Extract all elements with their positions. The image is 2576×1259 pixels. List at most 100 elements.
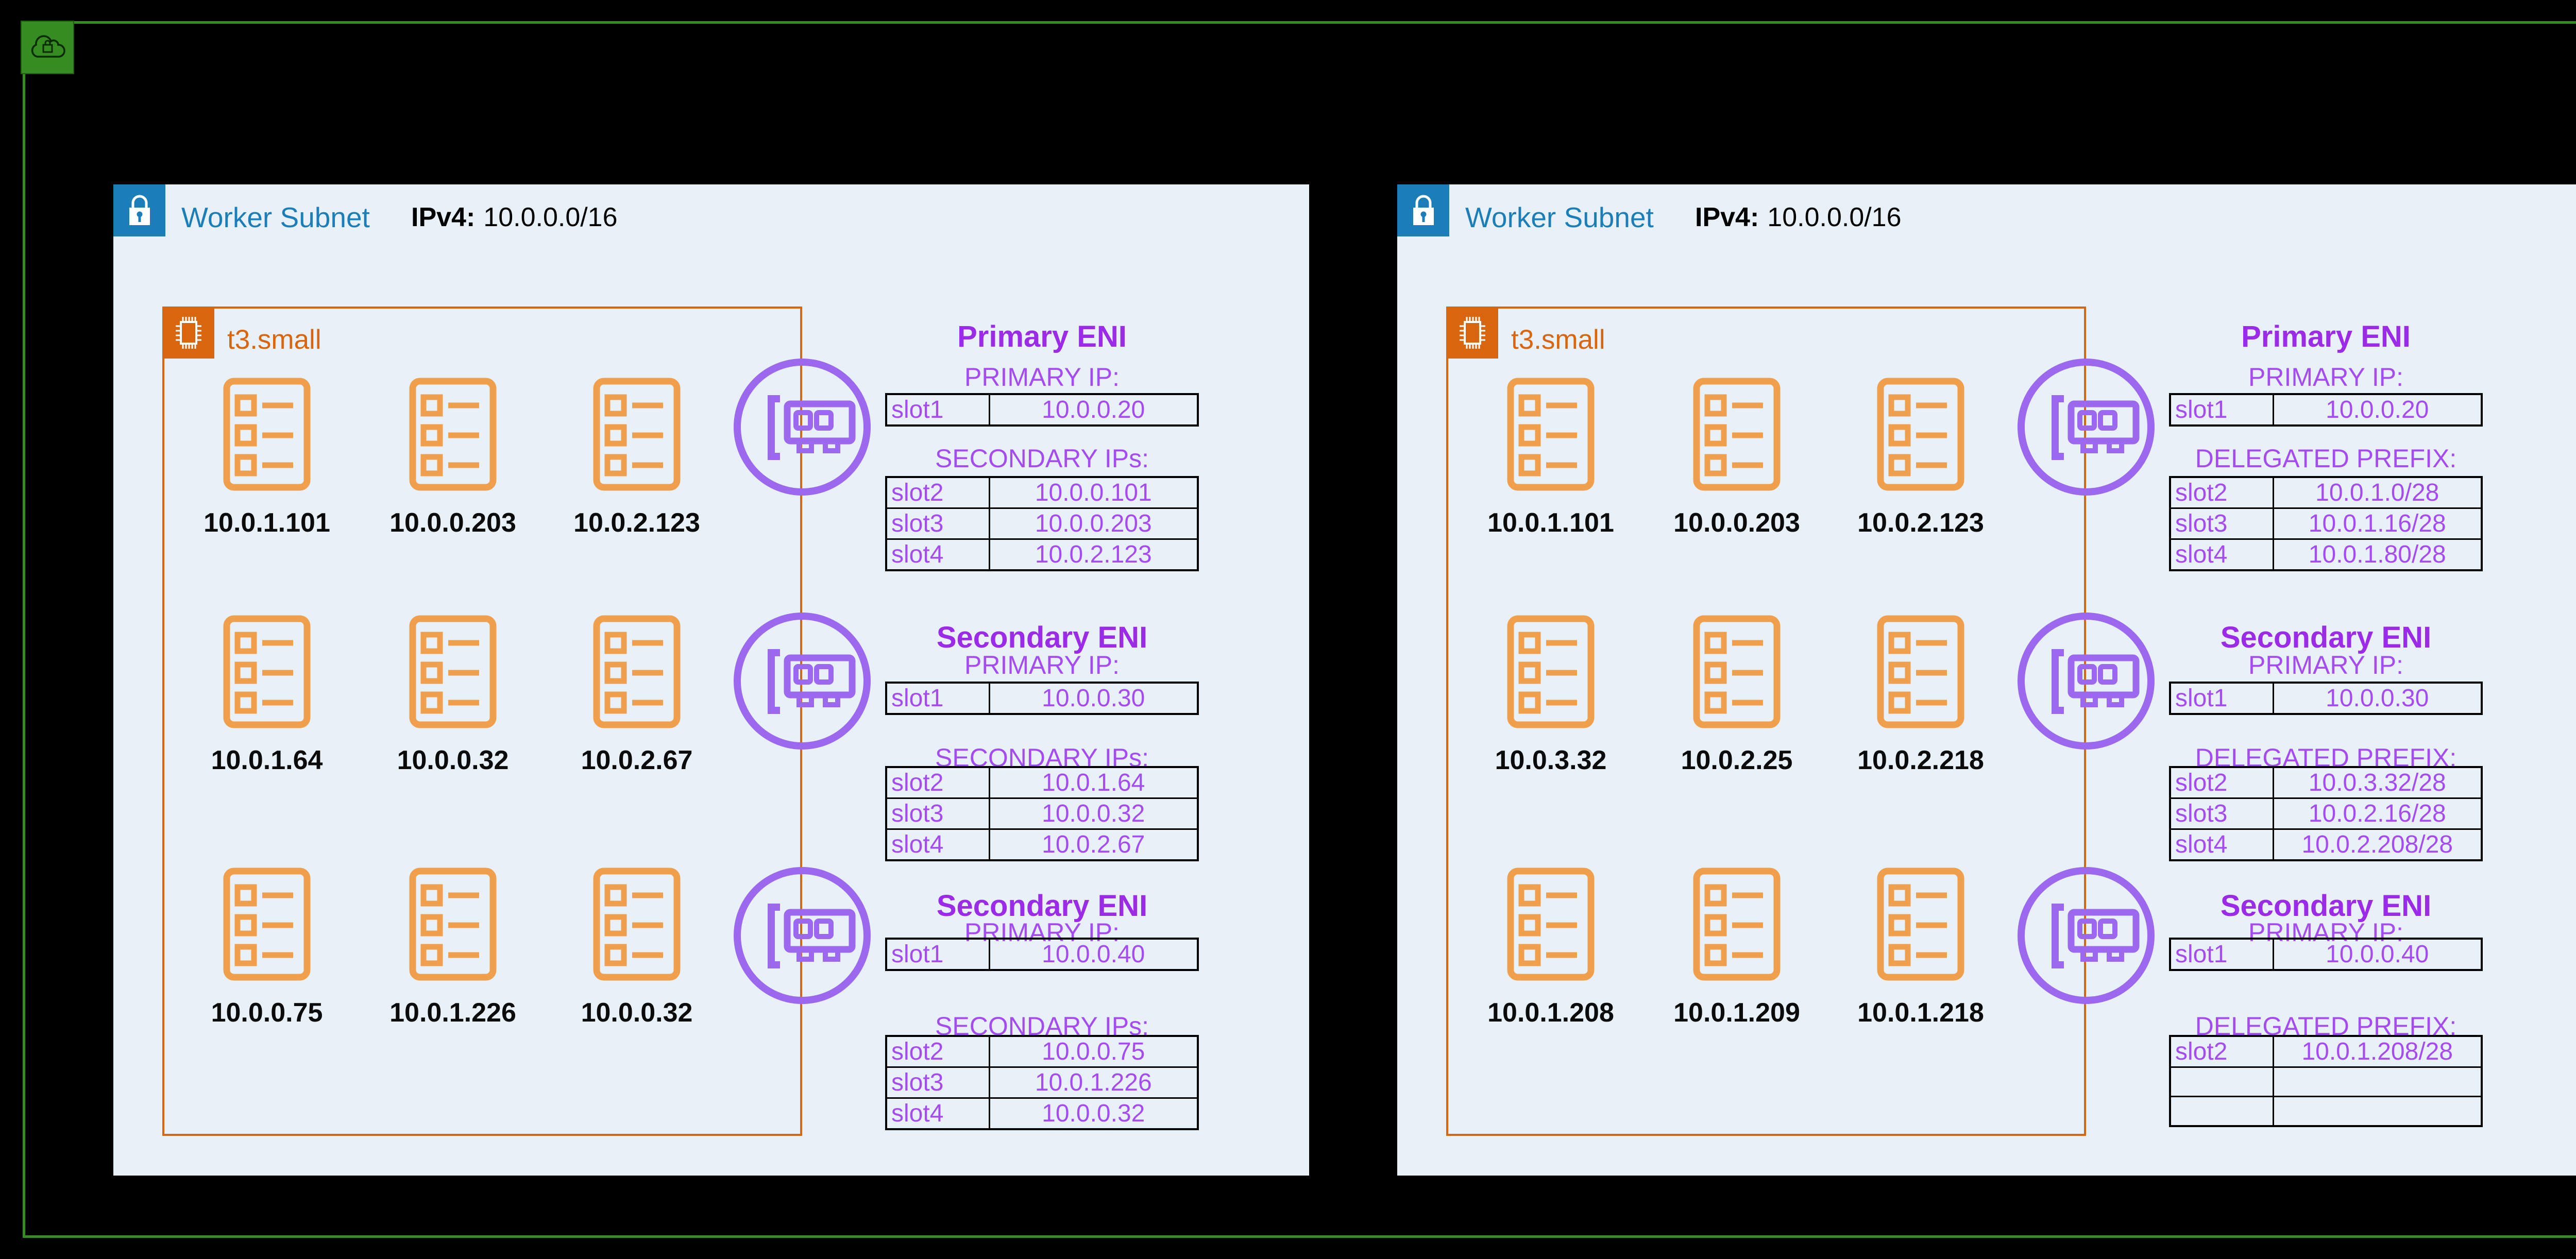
slot-cell: slot1 [885, 682, 990, 715]
pod-icon [409, 378, 497, 491]
eni-primary-ip-label: PRIMARY IP: [2248, 651, 2404, 679]
pod: 10.0.1.209 [1673, 867, 1800, 1028]
ec2-instance-icon [162, 307, 214, 359]
instance-box: t3.small 10.0.1.101 10.0.0.203 [162, 307, 802, 1136]
primary-ip-table: slot1 10.0.0.30 [885, 682, 1199, 715]
eni-title: Secondary ENI [936, 621, 1148, 654]
pod-ip-label: 10.0.2.123 [573, 508, 700, 538]
slot-cell: slot3 [885, 797, 990, 830]
table-row: slot1 10.0.0.40 [2169, 938, 2483, 971]
slot-cell: slot2 [2169, 766, 2274, 799]
pod-ip-label: 10.0.1.226 [389, 998, 516, 1028]
table-row: slot4 10.0.2.67 [885, 828, 1199, 861]
pod-icon [223, 867, 311, 981]
ip-cell: 10.0.0.30 [988, 682, 1199, 715]
slot-cell: slot4 [885, 1097, 990, 1130]
pod-icon [1877, 867, 1964, 981]
secondary-table: slot2 10.0.3.32/28 slot3 10.0.2.16/28 slot4 1… [2169, 766, 2483, 861]
primary-ip-table: slot1 10.0.0.40 [2169, 938, 2483, 971]
pod: 10.0.1.218 [1857, 867, 1984, 1028]
table-row: slot3 10.0.1.226 [885, 1066, 1199, 1099]
ip-cell: 10.0.0.30 [2272, 682, 2483, 715]
ip-cell: 10.0.2.67 [988, 828, 1199, 861]
table-row: slot4 10.0.2.123 [885, 538, 1199, 571]
eni-title: Primary ENI [2241, 320, 2411, 353]
pod-icon [409, 867, 497, 981]
primary-ip-table: slot1 10.0.0.40 [885, 938, 1199, 971]
network-card-icon [2018, 867, 2155, 1004]
cloud-lock-icon [31, 35, 65, 58]
pod-icon [1877, 378, 1964, 491]
pod-icon [593, 615, 681, 728]
pod-icon [1693, 615, 1781, 728]
pod-ip-label: 10.0.0.32 [581, 998, 693, 1028]
lock-icon [129, 195, 150, 225]
ip-cell: 10.0.0.203 [988, 507, 1199, 540]
pod: 10.0.3.32 [1495, 615, 1606, 775]
pod-ip-label: 10.0.0.203 [1673, 508, 1800, 538]
table-row: slot2 10.0.0.75 [885, 1035, 1199, 1068]
instance-type-label: t3.small [1511, 325, 1605, 355]
chip-icon [175, 316, 201, 349]
pod-ip-label: 10.0.2.67 [581, 745, 693, 775]
cidr-value: 10.0.0.0/16 [1767, 202, 1902, 232]
worker-subnet-panel: Worker Subnet IPv4: 10.0.0.0/16 t3.small [113, 184, 1309, 1176]
table-row: slot2 10.0.1.208/28 [2169, 1035, 2483, 1068]
pod-ip-label: 10.0.1.218 [1857, 998, 1984, 1028]
table-row: slot2 10.0.0.101 [885, 476, 1199, 509]
pod-icon [593, 378, 681, 491]
slot-cell: slot1 [2169, 393, 2274, 427]
slot-cell: slot4 [885, 538, 990, 571]
pod-ip-label: 10.0.1.208 [1487, 998, 1614, 1028]
ip-cell: 10.0.1.0/28 [2272, 476, 2483, 509]
worker-subnet-panel: Worker Subnet IPv4: 10.0.0.0/16 t3.small [1397, 184, 2576, 1176]
subnet-cidr: IPv4: 10.0.0.0/16 [1695, 202, 1902, 233]
instance-box: t3.small 10.0.1.101 10.0.0.203 [1446, 307, 2086, 1136]
ip-cell: 10.0.0.101 [988, 476, 1199, 509]
table-row: slot1 10.0.0.20 [2169, 393, 2483, 427]
table-row: slot4 10.0.1.80/28 [2169, 538, 2483, 571]
pod: 10.0.0.203 [1673, 378, 1800, 538]
ip-cell: 10.0.0.20 [2272, 393, 2483, 427]
pod-icon [223, 378, 311, 491]
table-row: slot1 10.0.0.30 [885, 682, 1199, 715]
table-row: slot4 10.0.2.208/28 [2169, 828, 2483, 861]
pod: 10.0.2.123 [573, 378, 700, 538]
pod: 10.0.2.218 [1857, 615, 1984, 775]
pod-ip-label: 10.0.1.64 [211, 745, 323, 775]
slot-cell: slot4 [885, 828, 990, 861]
ip-cell: 10.0.2.16/28 [2272, 797, 2483, 830]
network-card-icon [2018, 359, 2155, 496]
table-row: slot2 10.0.1.0/28 [2169, 476, 2483, 509]
subnet-cidr: IPv4: 10.0.0.0/16 [411, 202, 618, 233]
table-row: slot1 10.0.0.40 [885, 938, 1199, 971]
pod-icon [1507, 615, 1595, 728]
eni-icon [734, 359, 871, 496]
table-row: slot3 10.0.0.32 [885, 797, 1199, 830]
subnet-icon [113, 184, 165, 236]
cidr-value: 10.0.0.0/16 [483, 202, 618, 232]
ip-cell: 10.0.3.32/28 [2272, 766, 2483, 799]
table-row: slot3 10.0.1.16/28 [2169, 507, 2483, 540]
network-card-icon [734, 359, 871, 496]
ip-cell: 10.0.1.80/28 [2272, 538, 2483, 571]
pod-icon [409, 615, 497, 728]
pod: 10.0.0.32 [397, 615, 509, 775]
eni-primary-ip-label: PRIMARY IP: [2248, 363, 2404, 392]
slot-cell: slot4 [2169, 538, 2274, 571]
eni-primary-ip-label: PRIMARY IP: [964, 363, 1120, 392]
ip-cell: 10.0.0.32 [988, 1097, 1199, 1130]
primary-ip-table: slot1 10.0.0.20 [885, 393, 1199, 427]
slot-cell: slot3 [885, 507, 990, 540]
pod: 10.0.1.101 [204, 378, 330, 538]
instance-type-label: t3.small [227, 325, 321, 355]
pod: 10.0.0.203 [389, 378, 516, 538]
ipv4-label: IPv4: [1695, 202, 1759, 232]
table-row [2169, 1066, 2483, 1097]
ec2-instance-icon [1446, 307, 1498, 359]
pod: 10.0.2.25 [1681, 615, 1792, 775]
pod-icon [593, 867, 681, 981]
primary-ip-table: slot1 10.0.0.20 [2169, 393, 2483, 427]
subnet-title: Worker Subnet [181, 201, 370, 233]
network-card-icon [734, 867, 871, 1004]
